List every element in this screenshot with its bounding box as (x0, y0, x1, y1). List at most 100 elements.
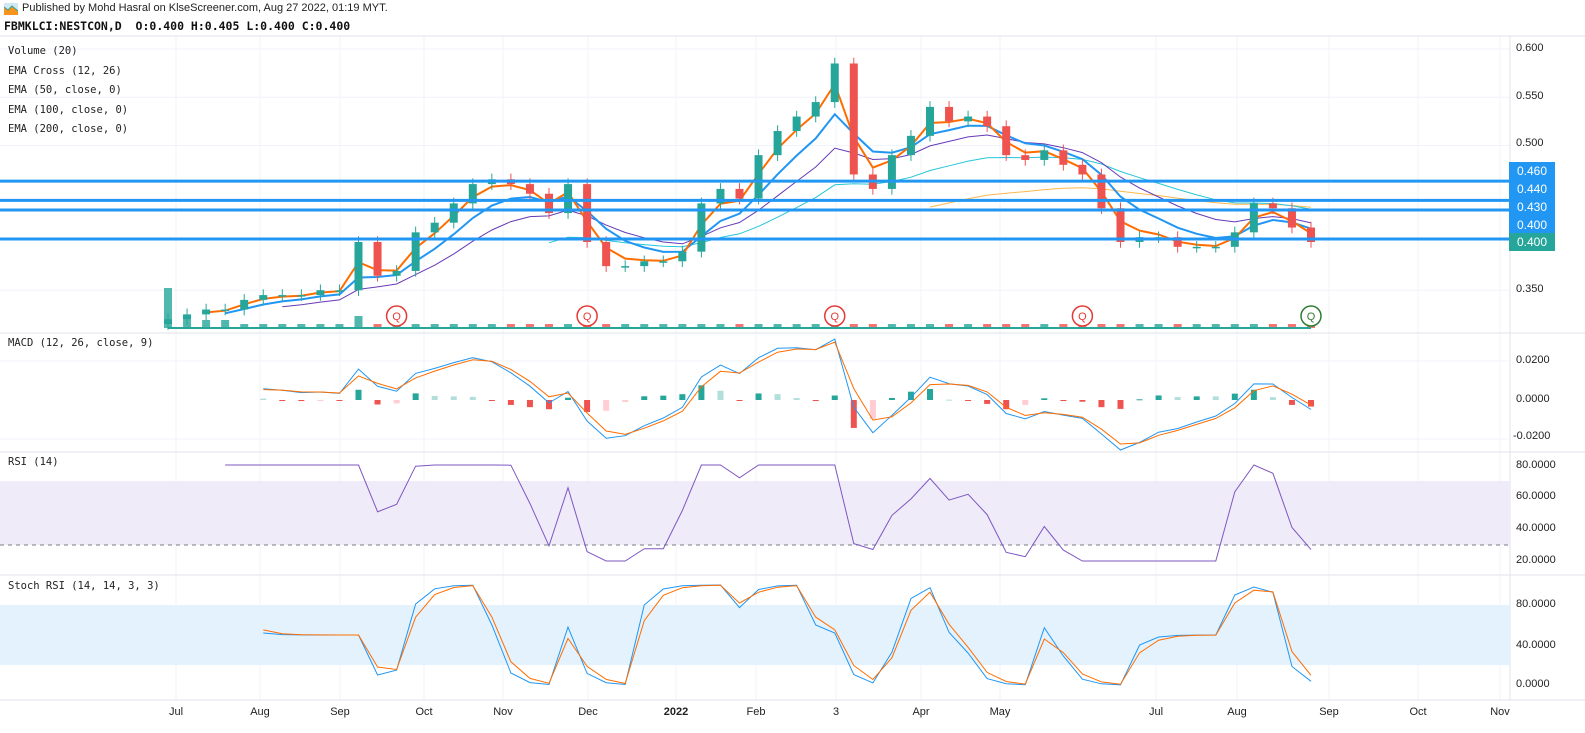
volume-bar (373, 324, 382, 328)
macd-histogram-bar (1231, 393, 1238, 400)
macd-histogram-bar (584, 400, 591, 413)
candle-body (678, 251, 687, 262)
macd-histogram-bar (622, 400, 629, 403)
candle-body (316, 290, 325, 296)
volume-bar (773, 324, 782, 328)
legend-macd[interactable]: MACD (12, 26, close, 9) (8, 337, 154, 349)
macd-histogram-bar (1060, 400, 1067, 402)
macd-histogram-bar (279, 400, 286, 401)
volume-bar (1059, 324, 1068, 328)
earnings-marker-label: Q (583, 311, 592, 323)
volume-bar (1173, 324, 1182, 328)
macd-histogram-bar (1003, 400, 1010, 410)
volume-bar (640, 324, 649, 328)
earnings-marker (824, 305, 846, 327)
earnings-marker-label: Q (392, 311, 401, 323)
macd-histogram-bar (641, 396, 648, 400)
macd-histogram-bar (336, 400, 343, 401)
macd-histogram-bar (869, 400, 876, 419)
candle-body (373, 242, 382, 276)
volume-bar (278, 324, 287, 328)
ema26-line (224, 112, 1312, 315)
rsi-tick: 60.0000 (1516, 490, 1556, 502)
volume-bar (811, 324, 820, 328)
stoch-band (0, 605, 1510, 665)
time-tick: Jul (1148, 706, 1164, 718)
macd-histogram-bar (927, 389, 933, 400)
earnings-marker (385, 305, 408, 327)
time-tick: Nov (1490, 706, 1510, 718)
volume-bar (1040, 324, 1049, 328)
candle-body (392, 270, 401, 276)
legend-volume[interactable]: Volume (20) (8, 45, 78, 57)
volume-bar (202, 320, 211, 328)
macd-histogram-bar (1022, 400, 1029, 405)
legend-ema100[interactable]: EMA (100, close, 0) (8, 104, 129, 116)
macd-histogram-bar (717, 390, 724, 400)
candle-body (983, 116, 992, 127)
volume-bar (697, 324, 706, 328)
volume-bar (1154, 324, 1163, 328)
candle-body (335, 290, 344, 292)
macd-histogram-bar (1136, 399, 1143, 401)
macd-histogram-bar (546, 400, 552, 410)
price-tick: 0.600 (1516, 42, 1544, 54)
macd-histogram-bar (355, 389, 362, 400)
legend-stoch-rsi[interactable]: Stoch RSI (14, 14, 3, 3) (8, 580, 160, 592)
level-label: 0.400 (1509, 216, 1555, 234)
symbol-ohlc-line: FBMKLCI:NESTCON,D O:0.400 H:0.405 L:0.40… (4, 19, 351, 33)
time-tick: Aug (1227, 706, 1247, 718)
volume-bar (354, 316, 363, 328)
candle-body (1307, 227, 1315, 242)
volume-bar (221, 320, 230, 328)
volume-bar (487, 324, 496, 328)
candle-body (1211, 246, 1220, 249)
candle-body (411, 232, 420, 271)
ema50-line (282, 134, 1312, 308)
level-label: 0.430 (1509, 198, 1555, 216)
macd-histogram-bar (374, 400, 381, 405)
macd-signal-line (263, 341, 1312, 445)
macd-histogram-bar (1174, 397, 1181, 400)
candle-body (1040, 150, 1049, 160)
macd-histogram-bar (1212, 396, 1219, 400)
macd-histogram-bar (431, 395, 438, 400)
candle-body (164, 319, 172, 325)
macd-histogram-bar (1250, 389, 1257, 400)
level-label: 0.460 (1509, 162, 1555, 180)
time-tick: Dec (578, 706, 598, 718)
macd-histogram-bar (888, 398, 895, 400)
legend-ema50[interactable]: EMA (50, close, 0) (8, 84, 122, 96)
legend-rsi[interactable]: RSI (14) (8, 456, 59, 468)
candle-body (906, 135, 915, 156)
candle-body (945, 106, 954, 122)
legend-ema-cross[interactable]: EMA Cross (12, 26) (8, 65, 122, 77)
volume-bar (545, 324, 553, 328)
volume-bar (754, 324, 763, 328)
volume-bar (259, 324, 268, 328)
last-price-label: 0.400 (1509, 233, 1555, 251)
macd-histogram-bar (412, 393, 419, 400)
time-tick: Nov (493, 706, 513, 718)
macd-histogram-bar (1308, 400, 1314, 407)
volume-bar (602, 324, 611, 328)
macd-tick: 0.0200 (1516, 354, 1550, 366)
stoch-k-line (263, 584, 1312, 686)
candle-body (659, 261, 668, 263)
macd-histogram-bar (450, 396, 457, 400)
candle-body (468, 184, 477, 204)
volume-bar (1230, 324, 1239, 328)
candle-body (183, 314, 192, 320)
legend-ema200[interactable]: EMA (200, close, 0) (8, 123, 129, 135)
macd-histogram-bar (965, 400, 972, 401)
candle-body (792, 116, 801, 132)
candle-body (1268, 203, 1277, 209)
candle-body (1097, 174, 1106, 209)
candle-body (545, 193, 553, 214)
earnings-marker-label: Q (830, 311, 839, 323)
macd-histogram-bar (1041, 398, 1048, 400)
volume-bar (1192, 324, 1201, 328)
candle-body (964, 116, 973, 122)
time-tick: Sep (1319, 706, 1339, 718)
